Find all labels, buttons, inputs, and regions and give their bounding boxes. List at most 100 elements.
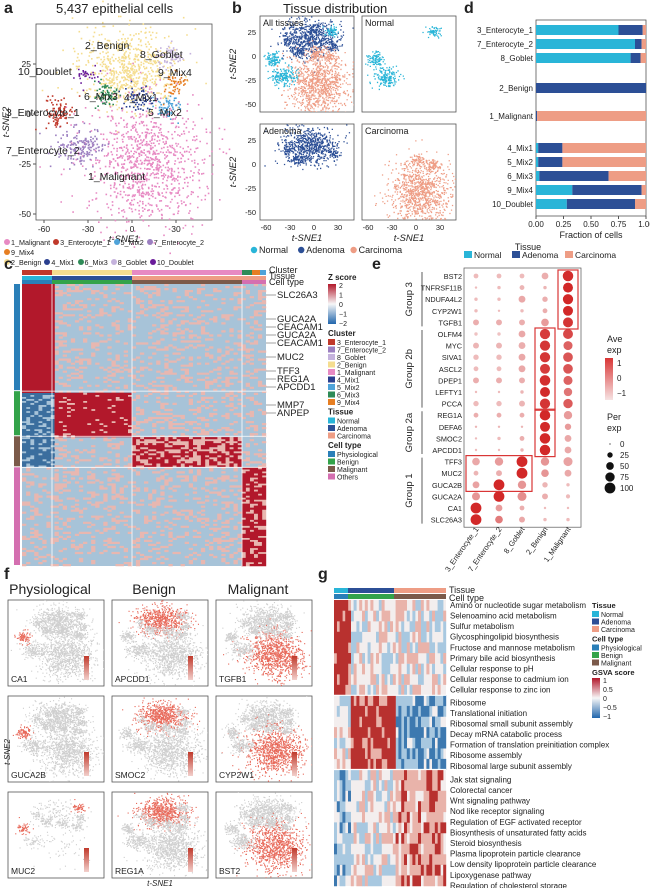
dot-slc26a3-8-goblet — [519, 516, 525, 523]
y-tick-label: -50 — [19, 209, 32, 219]
bar-adenoma-5-mix2 — [538, 157, 563, 167]
cluster-legend-label: 4_Mix1 — [337, 378, 360, 385]
bar-normal-5-mix2 — [536, 157, 539, 167]
scatter-10-doublet-points — [135, 619, 149, 629]
x-tick-label: -60 — [363, 223, 374, 232]
gene-label-defa6: DEFA6 — [439, 423, 462, 432]
scatter-3-enterocyte-1 — [365, 50, 385, 71]
scatter-10-doublet-points — [239, 811, 254, 821]
per-exp-dot — [606, 462, 614, 470]
mini-colorbar — [188, 656, 193, 680]
cluster-label-7-enterocyte-2: 7_Enterocyte_2 — [6, 145, 80, 157]
dot-myc-8-goblet — [518, 342, 526, 350]
tissue-track — [22, 276, 52, 280]
scatter-6-mix3 — [290, 43, 308, 61]
zscore-tick: −1 — [339, 312, 347, 319]
ave-exp-tick: 0 — [617, 374, 622, 383]
scatter-8-goblet-points — [278, 804, 297, 814]
scatter-7-enterocyte-2-points — [17, 733, 51, 757]
dot-guca2b-3-enterocyte-1 — [472, 481, 480, 489]
gene-label-slc26a3: SLC26A3 — [277, 290, 318, 301]
gene-label-bst2: BST2 — [444, 272, 462, 281]
scatter-5-mix2-points — [321, 48, 339, 65]
panel-label-g: g — [318, 566, 328, 583]
scatter-5-mix2-points — [68, 817, 88, 832]
highlight-box — [534, 327, 556, 411]
gene-label-siva1: SIVA1 — [442, 353, 462, 362]
scatter-4-mix1 — [158, 722, 179, 733]
cluster-track-seg — [252, 270, 260, 275]
scatter-1-malignant-points — [129, 717, 208, 782]
panel-label-b: b — [232, 0, 242, 17]
bar-carcinoma-1-malignant — [537, 111, 646, 121]
dot-muc2-7-enterocyte-2 — [496, 470, 502, 477]
scatter-1-malignant-points — [221, 714, 312, 782]
scatter-2-benign — [118, 600, 200, 642]
celltype-swatch — [328, 466, 335, 472]
celltype-track — [52, 280, 132, 284]
scatter-4-mix1-points — [264, 819, 282, 829]
y-tick-label: 0 — [252, 52, 256, 61]
scatter-8-goblet — [175, 803, 192, 813]
scatter-6-mix3 — [38, 813, 57, 828]
scatter-8-goblet — [425, 134, 445, 150]
legend-label: Adenoma — [306, 245, 345, 255]
per-exp-dot — [607, 452, 613, 458]
celltype-swatch — [328, 458, 335, 465]
bar-normal-3-enterocyte-1 — [536, 25, 619, 35]
scatter-3-enterocyte-1 — [15, 817, 34, 836]
scatter-9-mix4-points — [281, 813, 298, 823]
bar-category-label: 7_Enterocyte_2 — [477, 40, 534, 49]
scatter-9-mix4 — [177, 813, 190, 824]
pathway-label: Ribosomal large subunit assembly — [450, 762, 572, 771]
legend-label: 5_Mix2 — [120, 238, 144, 247]
subplot-title: Adenoma — [263, 126, 302, 136]
dot-defa6-8-goblet — [520, 425, 524, 429]
row-group-bar — [14, 284, 20, 391]
scatter-9-mix4-points — [327, 144, 342, 162]
dot-apcdd1-3-enterocyte-1 — [474, 448, 478, 452]
dot-guca2b-8-goblet — [517, 480, 527, 489]
scatter-5-mix2 — [173, 820, 192, 832]
dot-lefty1-1-malignant — [563, 387, 573, 397]
scatter-6-mix3 — [388, 153, 410, 165]
dot-ascl2-1-malignant — [563, 363, 573, 374]
dot-reg1a-1-malignant — [563, 411, 573, 420]
zscore-tick: 1 — [339, 293, 343, 300]
panel-label-f: f — [4, 566, 10, 583]
legend-label: 6_Mix3 — [84, 258, 108, 267]
panel-label-c: c — [4, 256, 13, 273]
scatter-3-enterocyte-1-points — [221, 723, 242, 739]
tissue-legend-label: Normal — [337, 419, 360, 426]
tissue-legend-title: Tissue — [328, 408, 354, 417]
per-exp-tick: 100 — [620, 484, 634, 493]
track-label-tissue: Tissue — [449, 585, 475, 595]
scatter-6-mix3 — [94, 78, 122, 109]
legend-label: 7_Enterocyte_2 — [153, 238, 205, 247]
bar-category-label: 9_Mix4 — [507, 186, 533, 195]
track-label-cluster: Cluster — [269, 265, 298, 275]
scatter-7-enterocyte-2 — [124, 641, 154, 664]
scatter-1-malignant — [22, 707, 104, 782]
dot-bst2-7-enterocyte-2 — [496, 273, 502, 279]
scatter-2-benign — [222, 600, 305, 645]
scatter-1-malignant — [129, 717, 208, 782]
tissue-legend-label: Adenoma — [601, 620, 631, 627]
x-axis-label: Fraction of cells — [559, 230, 623, 240]
y-tick-label: 25 — [248, 28, 256, 37]
legend-label: 9_Mix4 — [11, 248, 35, 257]
per-exp-dot — [609, 443, 611, 445]
y-tick-label: 0 — [26, 109, 31, 119]
y-axis-label: t-SNE2 — [1, 106, 12, 137]
scatter-10-doublet — [240, 619, 251, 628]
scatter-3-enterocyte-1-points — [365, 50, 385, 71]
legend-label: Normal — [259, 245, 288, 255]
scatter-8-goblet — [172, 609, 193, 621]
scatter-8-goblet-points — [155, 40, 192, 71]
tissue-track — [394, 588, 446, 593]
feature-plot-apcdd1 — [118, 600, 208, 686]
scatter-1-malignant — [276, 40, 354, 112]
scatter-1-malignant-points — [22, 707, 104, 782]
scatter-3-enterocyte-1 — [263, 50, 283, 73]
cluster-label-6-mix3: 6_Mix3 — [84, 91, 118, 103]
